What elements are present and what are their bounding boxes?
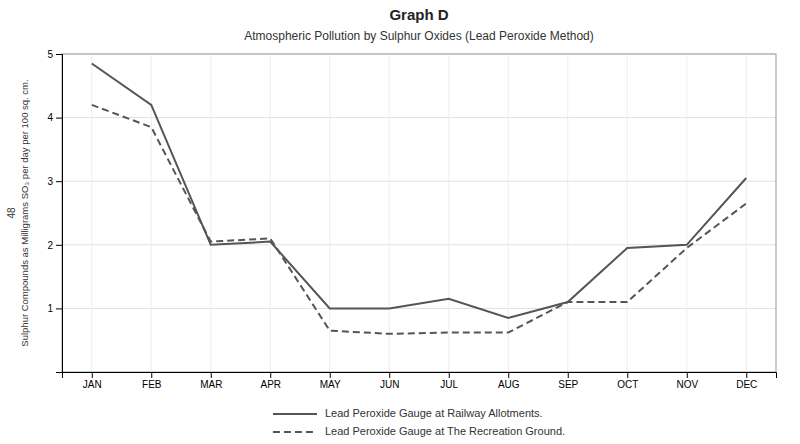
x-tick-mark: [568, 372, 569, 378]
x-tick-mark: [746, 372, 747, 378]
legend-item: Lead Peroxide Gauge at The Recreation Gr…: [273, 425, 565, 437]
x-tick: MAY: [320, 372, 341, 390]
x-tick-label: MAY: [320, 379, 341, 390]
y-tick-label: 4: [47, 112, 53, 123]
x-tick-label: APR: [260, 379, 281, 390]
grid-line-y: [62, 181, 776, 182]
x-tick-mark: [449, 372, 450, 378]
plot: JAN FEB MAR APR MAY JUN JUL AUG SEP OCT NOV DEC 1 2 3 4…: [47, 49, 776, 390]
y-tick-label: 5: [47, 49, 53, 60]
x-tick-label: FEB: [142, 379, 162, 390]
grid-line-x: [627, 54, 628, 372]
x-tick-mark: [389, 372, 390, 378]
grid-line-x: [151, 54, 152, 372]
grid-line-x: [329, 54, 330, 372]
legend: Lead Peroxide Gauge at Railway Allotment…: [273, 407, 565, 437]
y-tick: 4: [47, 112, 62, 123]
x-tick-label: DEC: [736, 379, 757, 390]
x-tick: DEC: [736, 372, 757, 390]
plot-frame: [62, 54, 776, 372]
grid-line-x: [746, 54, 747, 372]
x-tick: SEP: [558, 372, 578, 390]
y-tick-mark: [56, 181, 62, 182]
x-tick-mark: [211, 372, 212, 378]
x-tick-mark: [151, 372, 152, 378]
y-axis: 1 2 3 4 5: [47, 49, 62, 373]
grid: [62, 54, 776, 372]
x-tick-mark: [270, 372, 271, 378]
y-tick-mark: [56, 118, 62, 119]
y-tick-mark: [56, 245, 62, 246]
x-tick-label: OCT: [617, 379, 638, 390]
legend-swatch: [273, 431, 317, 433]
grid-line-x: [389, 54, 390, 372]
x-tick-label: NOV: [676, 379, 698, 390]
x-axis: JAN FEB MAR APR MAY JUN JUL AUG SEP OCT NOV DEC: [63, 372, 777, 390]
y-tick-label: 1: [47, 303, 53, 314]
grid-line-x: [91, 54, 92, 372]
legend-item: Lead Peroxide Gauge at Railway Allotment…: [273, 407, 543, 419]
grid-line-x: [567, 54, 568, 372]
subtitle: Atmospheric Pollution by Sulphur Oxides …: [244, 29, 594, 43]
grid-line-x: [210, 54, 211, 372]
grid-line-x: [270, 54, 271, 372]
series-line: [92, 64, 747, 318]
x-tick: APR: [260, 372, 281, 390]
grid-line-x: [448, 54, 449, 372]
x-tick: OCT: [617, 372, 638, 390]
legend-swatch: [273, 413, 317, 415]
title: Graph D: [389, 6, 448, 23]
annotation: 48: [6, 207, 17, 219]
x-tick-mark: [508, 372, 509, 378]
x-tick: JUL: [440, 372, 458, 390]
grid-line-y: [62, 117, 776, 118]
x-tick: FEB: [142, 372, 162, 390]
lines: [92, 64, 747, 334]
grid-line-x: [686, 54, 687, 372]
x-tick: AUG: [498, 372, 520, 390]
series-line: [92, 105, 747, 334]
y-tick-label: 2: [47, 240, 53, 251]
legend-label: Lead Peroxide Gauge at Railway Allotment…: [325, 407, 543, 419]
x-tick-mark: [330, 372, 331, 378]
x-tick: JAN: [83, 372, 102, 390]
x-tick: JUN: [380, 372, 399, 390]
x-tick-label: MAR: [200, 379, 222, 390]
y-tick-label: 3: [47, 176, 53, 187]
x-tick-label: AUG: [498, 379, 520, 390]
x-axis-line: [63, 373, 777, 379]
grid-line-y: [62, 308, 776, 309]
y-tick-mark: [56, 54, 62, 55]
y-tick: 1: [47, 303, 62, 314]
y-tick: 2: [47, 240, 62, 251]
y-axis-title: Sulphur Compounds as Milligrams SO₃ per …: [19, 79, 30, 346]
y-tick: 3: [47, 176, 62, 187]
x-tick: NOV: [676, 372, 698, 390]
x-tick-mark: [627, 372, 628, 378]
grid-line-x: [508, 54, 509, 372]
x-tick-label: JAN: [83, 379, 102, 390]
x-tick-mark: [687, 372, 688, 378]
x-tick: MAR: [200, 372, 222, 390]
x-tick-mark: [92, 372, 93, 378]
y-axis-line: [56, 55, 63, 373]
y-tick: 5: [47, 49, 62, 60]
legend-label: Lead Peroxide Gauge at The Recreation Gr…: [325, 425, 565, 437]
y-tick-mark: [56, 308, 62, 309]
x-tick-label: SEP: [558, 379, 578, 390]
chart: Graph D Atmospheric Pollution by Sulphur …: [0, 0, 800, 444]
x-tick-label: JUN: [380, 379, 399, 390]
x-tick-label: JUL: [440, 379, 458, 390]
